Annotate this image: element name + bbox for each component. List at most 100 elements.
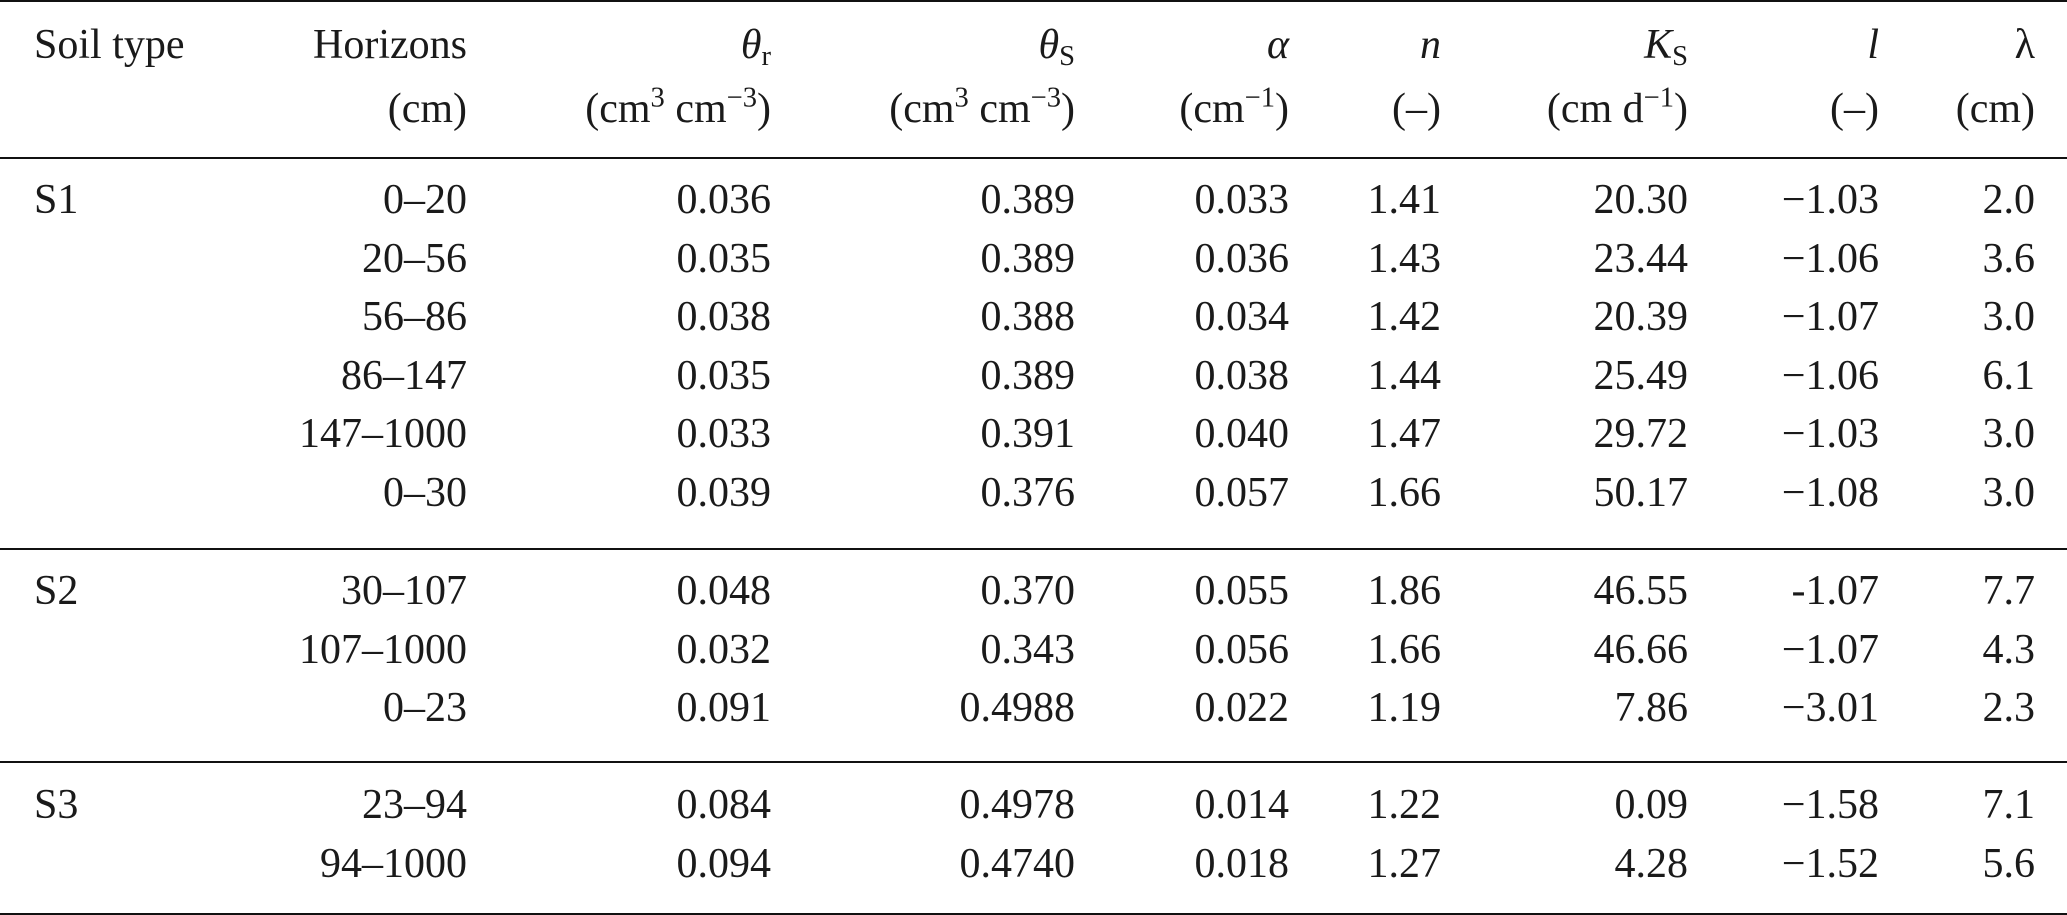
table-row: 20–56 0.035 0.389 0.036 1.43 23.44 −1.06 3.6 <box>0 230 2067 288</box>
cell-theta-s: 0.343 <box>980 627 1076 673</box>
cell-horizon: 107–1000 <box>299 627 467 673</box>
cell-theta-s: 0.391 <box>980 411 1076 457</box>
header-rule <box>0 157 2067 159</box>
cell-theta-s: 0.370 <box>980 568 1076 614</box>
cell-n: 1.43 <box>1367 236 1442 282</box>
cell-theta-r: 0.084 <box>676 782 772 828</box>
cell-l: -1.07 <box>1791 568 1880 614</box>
cell-l: −1.06 <box>1781 353 1879 399</box>
top-rule <box>0 0 2067 2</box>
header-theta-r-unit: (cm3 cm−3) <box>585 82 771 132</box>
cell-n: 1.22 <box>1367 782 1442 828</box>
cell-theta-r: 0.038 <box>676 294 772 340</box>
header-theta-r: θr <box>740 22 771 73</box>
cell-horizon: 23–94 <box>362 782 467 828</box>
bottom-rule <box>0 913 2067 915</box>
table-row: S2 30–107 0.048 0.370 0.055 1.86 46.55 -1.07 7.7 <box>0 562 2067 620</box>
header-n-unit: (–) <box>1392 86 1441 132</box>
cell-ks: 23.44 <box>1593 236 1689 282</box>
header-horizons-unit: (cm) <box>387 86 467 132</box>
cell-n: 1.47 <box>1367 411 1442 457</box>
cell-alpha: 0.055 <box>1194 568 1290 614</box>
header-lambda-unit: (cm) <box>1955 86 2035 132</box>
cell-theta-s: 0.389 <box>980 236 1076 282</box>
header-theta-s: θS <box>1038 22 1075 73</box>
cell-alpha: 0.040 <box>1194 411 1290 457</box>
cell-theta-r: 0.048 <box>676 568 772 614</box>
cell-alpha: 0.056 <box>1194 627 1290 673</box>
cell-soil-type: S1 <box>34 177 79 223</box>
cell-soil-type: S2 <box>34 568 79 614</box>
cell-horizon: 0–30 <box>383 470 467 516</box>
cell-theta-s: 0.4988 <box>959 685 1076 731</box>
cell-theta-s: 0.4978 <box>959 782 1076 828</box>
cell-lambda: 3.0 <box>1982 470 2036 516</box>
header-alpha: α <box>1266 22 1289 68</box>
cell-l: −1.03 <box>1781 177 1879 223</box>
cell-lambda: 2.3 <box>1982 685 2036 731</box>
cell-n: 1.42 <box>1367 294 1442 340</box>
cell-theta-s: 0.4740 <box>959 841 1076 887</box>
table-row: 86–147 0.035 0.389 0.038 1.44 25.49 −1.06 6.1 <box>0 347 2067 405</box>
header-theta-s-unit: (cm3 cm−3) <box>889 82 1075 132</box>
cell-lambda: 7.1 <box>1982 782 2036 828</box>
header-soil-type: Soil type <box>34 22 185 68</box>
header-ks-unit: (cm d−1) <box>1546 82 1688 132</box>
cell-alpha: 0.034 <box>1194 294 1290 340</box>
cell-lambda: 6.1 <box>1982 353 2036 399</box>
header-alpha-unit: (cm−1) <box>1179 82 1289 132</box>
cell-horizon: 86–147 <box>341 353 467 399</box>
cell-n: 1.41 <box>1367 177 1442 223</box>
cell-horizon: 94–1000 <box>320 841 467 887</box>
cell-horizon: 20–56 <box>362 236 467 282</box>
cell-ks: 20.30 <box>1593 177 1689 223</box>
table-row: S3 23–94 0.084 0.4978 0.014 1.22 0.09 −1.58 7.1 <box>0 776 2067 834</box>
table-row: 0–30 0.039 0.376 0.057 1.66 50.17 −1.08 3.0 <box>0 464 2067 522</box>
cell-theta-r: 0.033 <box>676 411 772 457</box>
cell-theta-r: 0.091 <box>676 685 772 731</box>
cell-ks: 29.72 <box>1593 411 1689 457</box>
cell-alpha: 0.038 <box>1194 353 1290 399</box>
cell-theta-r: 0.035 <box>676 236 772 282</box>
cell-alpha: 0.033 <box>1194 177 1290 223</box>
cell-n: 1.66 <box>1367 470 1442 516</box>
cell-lambda: 3.0 <box>1982 294 2036 340</box>
cell-lambda: 4.3 <box>1982 627 2036 673</box>
cell-l: −1.58 <box>1781 782 1879 828</box>
header-row-units: (cm) (cm3 cm−3) (cm3 cm−3) (cm−1) (–) (c… <box>0 80 2067 138</box>
cell-horizon: 0–23 <box>383 685 467 731</box>
cell-l: −1.52 <box>1781 841 1879 887</box>
cell-theta-r: 0.035 <box>676 353 772 399</box>
header-lambda: λ <box>2014 22 2035 68</box>
cell-theta-r: 0.039 <box>676 470 772 516</box>
cell-theta-s: 0.376 <box>980 470 1076 516</box>
cell-n: 1.19 <box>1367 685 1442 731</box>
cell-lambda: 2.0 <box>1982 177 2036 223</box>
cell-l: −1.06 <box>1781 236 1879 282</box>
cell-l: −1.03 <box>1781 411 1879 457</box>
cell-lambda: 7.7 <box>1982 568 2036 614</box>
cell-lambda: 3.0 <box>1982 411 2036 457</box>
table-row: 107–1000 0.032 0.343 0.056 1.66 46.66 −1.07 4.3 <box>0 621 2067 679</box>
table-row: 147–1000 0.033 0.391 0.040 1.47 29.72 −1.03 3.0 <box>0 405 2067 463</box>
header-l: l <box>1867 22 1879 68</box>
cell-soil-type: S3 <box>34 782 79 828</box>
cell-n: 1.86 <box>1367 568 1442 614</box>
cell-theta-r: 0.036 <box>676 177 772 223</box>
cell-l: −1.08 <box>1781 470 1879 516</box>
cell-n: 1.27 <box>1367 841 1442 887</box>
cell-ks: 46.66 <box>1593 627 1689 673</box>
table-row: S1 0–20 0.036 0.389 0.033 1.41 20.30 −1.03 2.0 <box>0 171 2067 229</box>
cell-theta-r: 0.094 <box>676 841 772 887</box>
table-row: 94–1000 0.094 0.4740 0.018 1.27 4.28 −1.52 5.6 <box>0 835 2067 893</box>
cell-ks: 0.09 <box>1614 782 1689 828</box>
cell-alpha: 0.057 <box>1194 470 1290 516</box>
cell-alpha: 0.036 <box>1194 236 1290 282</box>
cell-alpha: 0.018 <box>1194 841 1290 887</box>
group-divider-1 <box>0 548 2067 550</box>
cell-horizon: 0–20 <box>383 177 467 223</box>
cell-theta-s: 0.389 <box>980 177 1076 223</box>
cell-horizon: 30–107 <box>341 568 467 614</box>
header-row-symbols: Soil type Horizons θr θS α n KS l λ <box>0 16 2067 74</box>
cell-lambda: 3.6 <box>1982 236 2036 282</box>
